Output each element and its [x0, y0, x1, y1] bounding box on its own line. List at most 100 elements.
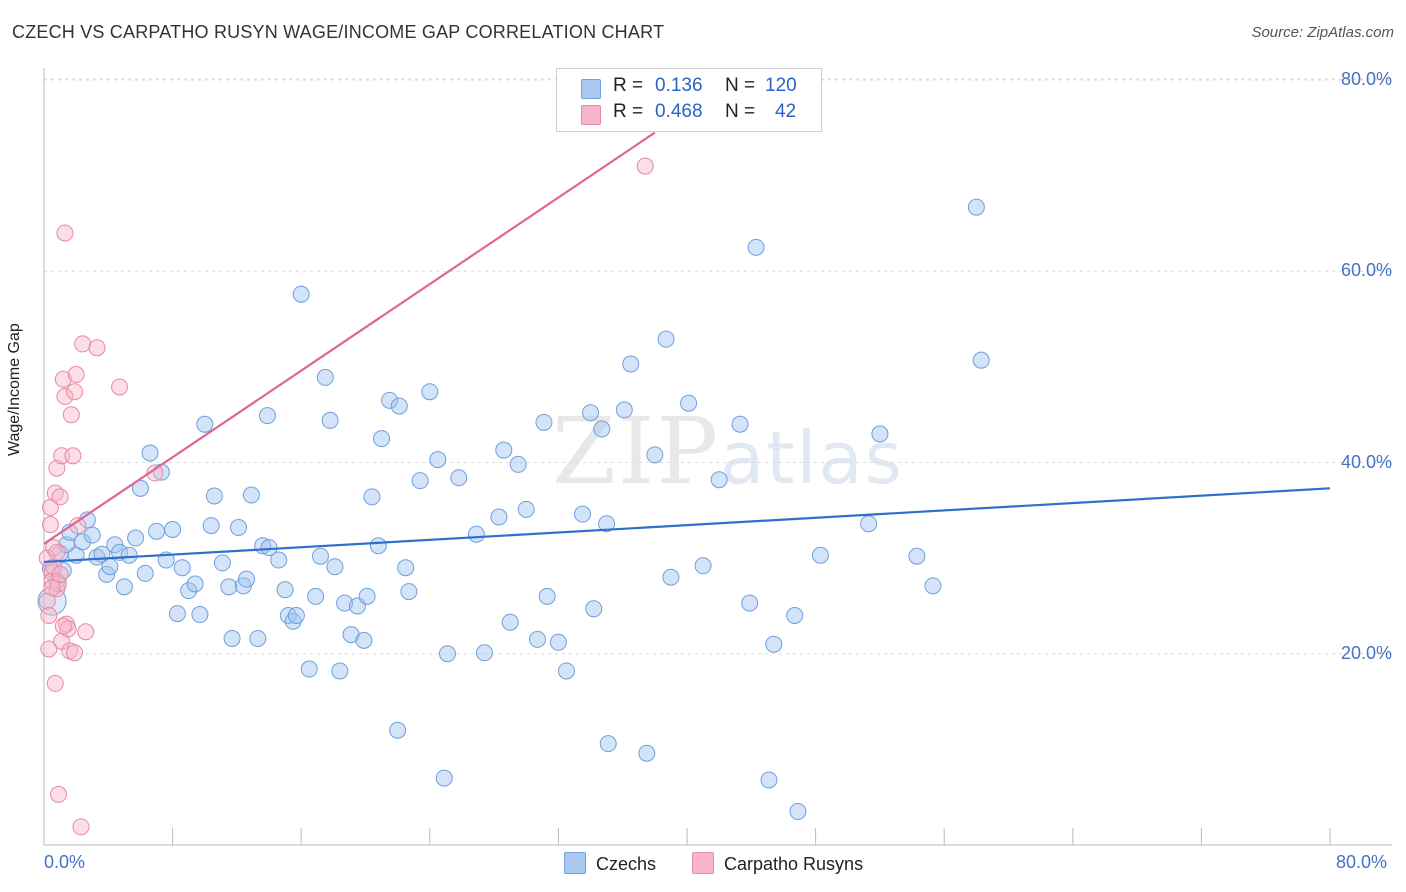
czech-point	[557, 662, 575, 680]
rusyn-point	[49, 785, 67, 803]
czech-point	[326, 558, 344, 576]
gridlines	[44, 78, 1392, 655]
czech-point	[475, 644, 493, 662]
czech-point	[501, 613, 519, 631]
legend-swatch-czechs	[581, 79, 601, 99]
czech-point	[258, 407, 276, 425]
bottom-legend-label-czechs: Czechs	[596, 854, 657, 874]
czech-point	[307, 587, 325, 605]
czech-point	[249, 629, 267, 647]
czech-point	[127, 529, 145, 547]
rusyn-point	[146, 464, 164, 482]
czech-point	[622, 355, 640, 373]
czech-point	[638, 744, 656, 762]
czech-point	[694, 557, 712, 575]
watermark-zip: ZIP	[552, 398, 721, 505]
czech-point	[585, 600, 603, 618]
czech-point	[164, 520, 182, 538]
rusyn-point	[56, 224, 74, 242]
legend-n-label: N =	[725, 101, 756, 122]
rusyn-point	[59, 620, 77, 638]
legend-r-value: 0.136	[655, 75, 703, 96]
czech-point	[646, 446, 664, 464]
czech-point	[148, 522, 166, 540]
watermark: ZIPatlas	[552, 398, 904, 505]
czech-point	[517, 500, 535, 518]
czech-point	[101, 558, 119, 576]
czech-point	[373, 430, 391, 448]
legend-r-label: R =	[613, 101, 644, 122]
czech-point	[223, 629, 241, 647]
czech-point	[284, 612, 302, 630]
rusyn-point	[56, 388, 74, 406]
legend-n-label: N =	[725, 75, 756, 96]
czech-point	[390, 397, 408, 415]
rusyn-point	[40, 607, 58, 624]
czech-trend-line	[43, 487, 1331, 564]
rusyn-point	[40, 640, 58, 658]
czech-point	[381, 391, 399, 409]
legend-n-value: 120	[765, 75, 797, 96]
rusyn-point	[111, 378, 129, 396]
czech-point	[535, 413, 553, 431]
rusyn-point	[77, 623, 95, 641]
rusyn-point	[38, 592, 56, 610]
czech-point	[74, 533, 92, 551]
x-tick-label-max: 80.0%	[1336, 852, 1388, 872]
czech-point	[242, 486, 260, 504]
czech-point	[765, 635, 783, 653]
bottom-legend-swatch-rusyns	[692, 852, 714, 874]
rusyn-point	[88, 339, 106, 357]
czech-point	[467, 525, 485, 543]
czech-point	[615, 401, 633, 419]
rusyn-point	[51, 565, 69, 583]
chart-title: CZECH VS CARPATHO RUSYN WAGE/INCOME GAP …	[12, 22, 665, 42]
czech-point	[321, 411, 339, 429]
czech-point	[191, 606, 209, 624]
rusyn-point	[67, 366, 85, 384]
czech-point	[369, 537, 387, 555]
rusyn-point	[66, 383, 84, 401]
czech-point	[529, 630, 547, 648]
czech-point	[230, 519, 248, 537]
rusyn-point	[74, 335, 92, 353]
rusyn-point	[72, 818, 90, 836]
czech-point	[141, 444, 159, 462]
y-tick-label: 20.0%	[1340, 642, 1392, 663]
rusyn-point	[51, 488, 69, 506]
y-tick-label: 40.0%	[1340, 451, 1392, 472]
czech-point	[598, 515, 616, 533]
rusyn-point	[66, 644, 84, 662]
czech-point	[490, 508, 508, 526]
czech-point	[173, 559, 191, 577]
rusyn-point	[64, 447, 82, 465]
czech-point	[115, 578, 133, 596]
czech-point	[731, 415, 749, 433]
czech-points	[37, 198, 990, 821]
legend-r-label: R =	[613, 75, 644, 96]
czech-point	[363, 488, 381, 506]
czech-point	[300, 660, 318, 678]
czech-point	[509, 455, 527, 473]
czech-point	[358, 587, 376, 605]
czech-point	[599, 735, 617, 753]
czech-point	[411, 472, 429, 490]
y-axis-label: Wage/Income Gap	[6, 323, 23, 456]
rusyn-point	[62, 406, 80, 424]
czech-point	[220, 578, 238, 596]
legend-n-value: 42	[775, 101, 797, 122]
czech-point	[741, 594, 759, 612]
bottom-legend-swatch-czechs	[564, 852, 586, 874]
czech-point	[238, 570, 256, 588]
czech-point	[747, 238, 765, 256]
czech-point	[786, 607, 804, 624]
czech-point	[355, 631, 373, 649]
czech-point	[967, 198, 985, 216]
czech-point	[662, 568, 680, 586]
czech-point	[421, 383, 439, 401]
rusyn-point	[46, 674, 64, 692]
bottom-legend-label-rusyns: Carpatho Rusyns	[724, 854, 864, 874]
czech-point	[213, 554, 231, 572]
rusyn-point	[45, 539, 63, 557]
